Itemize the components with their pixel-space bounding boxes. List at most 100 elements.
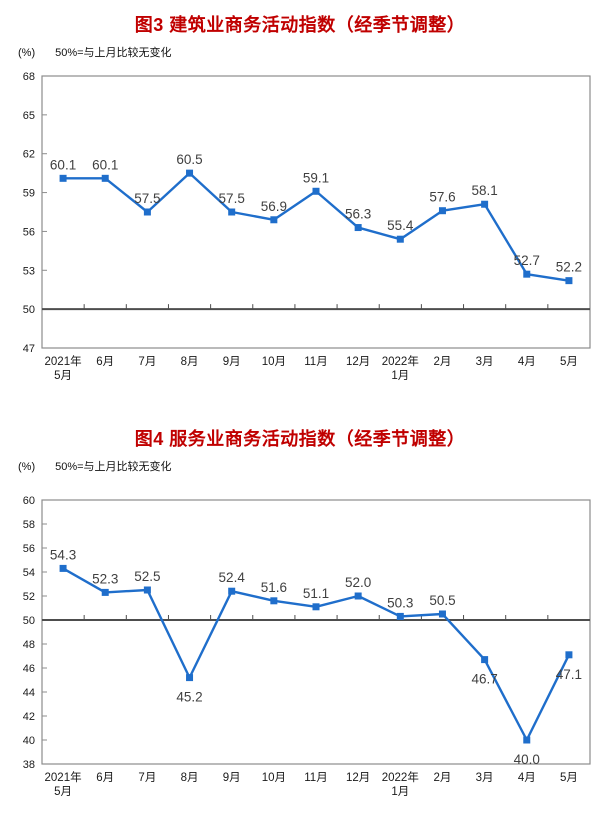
figure4-y-axis-unit-label: (%)	[18, 461, 36, 473]
x-category-label: 2月	[434, 356, 452, 368]
y-tick-label: 62	[23, 149, 35, 161]
x-category-label: 2021年 5月	[45, 354, 82, 382]
data-point-marker	[270, 216, 278, 224]
plot-frame	[41, 499, 591, 765]
x-category-label: 8月	[181, 356, 199, 368]
figure3-baseline-note: 50%=与上月比较无变化	[55, 47, 172, 59]
y-tick-label: 58	[23, 519, 35, 531]
x-category-label: 9月	[223, 772, 241, 784]
data-point-label: 59.1	[303, 170, 329, 185]
plot-frame	[41, 75, 591, 349]
data-point-label: 52.3	[92, 571, 118, 586]
x-category-label: 2022年 1月	[382, 354, 419, 382]
y-tick-label: 46	[23, 663, 35, 675]
data-point-label: 40.0	[514, 752, 540, 767]
data-point-label: 52.0	[345, 575, 371, 590]
x-category-label: 9月	[223, 356, 241, 368]
figure4-section: 图4 服务业商务活动指数（经季节调整） (%) 50%=与上月比较无变化 38 4…	[0, 390, 600, 812]
figure4-meta-row: (%) 50%=与上月比较无变化	[0, 460, 600, 474]
y-tick-label: 40	[23, 735, 35, 747]
data-point-marker	[438, 207, 446, 215]
data-point-marker	[312, 603, 320, 611]
y-tick-label: 50	[23, 615, 35, 627]
data-point-label: 52.4	[219, 570, 246, 585]
data-point-marker	[101, 588, 109, 596]
data-point-marker	[396, 235, 404, 243]
data-point-marker	[565, 651, 573, 659]
data-point-marker	[523, 736, 531, 744]
figure4-title: 图4 服务业商务活动指数（经季节调整）	[134, 429, 466, 449]
data-point-marker	[396, 612, 404, 620]
data-point-marker	[143, 208, 151, 216]
data-point-marker	[101, 174, 109, 182]
x-category-label: 3月	[476, 356, 494, 368]
data-point-label: 50.3	[387, 595, 413, 610]
figure3-title: 图3 建筑业商务活动指数（经季节调整）	[134, 15, 466, 35]
data-point-marker	[481, 656, 489, 664]
data-point-label: 51.1	[303, 586, 329, 601]
x-category-label: 7月	[138, 772, 156, 784]
x-category-label: 5月	[560, 772, 578, 784]
data-point-label: 57.5	[219, 191, 245, 206]
data-point-marker	[59, 564, 67, 572]
data-point-label: 45.2	[176, 690, 202, 705]
figure3-y-axis-unit-label: (%)	[18, 47, 36, 59]
data-point-marker	[565, 277, 573, 285]
data-point-marker	[143, 586, 151, 594]
data-point-label: 60.1	[50, 157, 76, 172]
data-point-label: 60.5	[176, 152, 202, 167]
y-tick-label: 65	[23, 110, 35, 122]
y-tick-label: 42	[23, 711, 35, 723]
x-category-label: 7月	[138, 356, 156, 368]
x-category-label: 12月	[346, 356, 370, 368]
x-category-label: 11月	[304, 772, 327, 784]
x-category-label: 6月	[96, 772, 114, 784]
data-point-marker	[228, 208, 236, 216]
x-category-label: 2月	[434, 772, 452, 784]
x-category-label: 6月	[96, 356, 114, 368]
data-point-label: 58.1	[471, 183, 497, 198]
data-point-label: 56.9	[261, 199, 287, 214]
data-point-marker	[354, 592, 362, 600]
data-point-label: 46.7	[471, 672, 497, 687]
data-point-marker	[354, 224, 362, 232]
y-tick-label: 50	[23, 304, 35, 316]
data-point-label: 54.3	[50, 547, 76, 562]
data-point-label: 51.6	[261, 580, 287, 595]
y-tick-label: 47	[23, 343, 35, 355]
x-category-label: 4月	[518, 356, 536, 368]
y-tick-label: 53	[23, 265, 35, 277]
data-point-label: 50.5	[429, 593, 455, 608]
x-category-label: 11月	[304, 356, 327, 368]
data-point-marker	[438, 610, 446, 618]
data-point-label: 57.6	[429, 190, 455, 205]
x-category-label: 2022年 1月	[382, 770, 419, 798]
figure4-baseline-note: 50%=与上月比较无变化	[55, 461, 172, 473]
data-point-label: 60.1	[92, 157, 118, 172]
x-category-label: 4月	[518, 772, 536, 784]
data-point-marker	[523, 270, 531, 278]
y-tick-label: 44	[23, 687, 35, 699]
x-category-label: 2021年 5月	[45, 770, 82, 798]
data-point-label: 52.7	[514, 253, 540, 268]
y-tick-label: 52	[23, 591, 35, 603]
data-point-label: 57.5	[134, 191, 160, 206]
y-tick-label: 56	[23, 543, 35, 555]
data-point-label: 52.5	[134, 569, 160, 584]
data-point-marker	[186, 169, 194, 177]
data-point-label: 55.4	[387, 218, 414, 233]
data-point-label: 47.1	[556, 667, 582, 682]
x-category-label: 10月	[262, 772, 286, 784]
data-point-label: 56.3	[345, 207, 371, 222]
y-tick-label: 54	[23, 567, 35, 579]
x-category-label: 10月	[262, 356, 286, 368]
x-category-label: 5月	[560, 356, 578, 368]
data-point-marker	[481, 200, 489, 208]
figure4-line-chart: 38 40 42 44 46 48 50 52 54 56 58 60 2021年 5月 6月 7月 8月 9月 1…	[23, 495, 591, 798]
x-category-label: 3月	[476, 772, 494, 784]
y-tick-label: 48	[23, 639, 35, 651]
data-point-marker	[270, 597, 278, 605]
y-tick-label: 59	[23, 188, 35, 200]
figure3-line-chart: 47 50 53 56 59 62 65 68 2021年 5月 6月 7月 8月 9月 10月 11月 12月…	[23, 71, 591, 382]
